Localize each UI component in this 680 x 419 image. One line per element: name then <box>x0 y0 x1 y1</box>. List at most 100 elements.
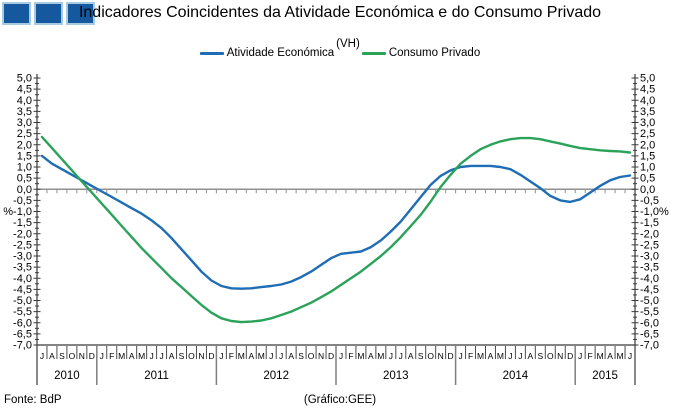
chart-subtitle: (VH) <box>336 38 360 50</box>
left-y-tick-label: 2,0 <box>17 139 32 151</box>
right-y-tick-label: -6,0 <box>640 317 659 329</box>
right-y-tick-label: 4,5 <box>640 84 655 96</box>
year-label: 2013 <box>383 370 409 382</box>
month-tick-label: F <box>348 351 353 361</box>
month-tick-label: M <box>258 351 265 361</box>
month-tick-label: J <box>40 351 44 361</box>
right-y-tick-label: 2,5 <box>640 128 655 140</box>
month-tick-label: S <box>179 351 185 361</box>
left-y-tick-label: 4,0 <box>17 95 32 107</box>
left-y-tick-label: 0,0 <box>17 184 32 196</box>
right-y-tick-label: -6,5 <box>640 328 659 340</box>
month-tick-label: M <box>617 351 624 361</box>
month-tick-label: N <box>198 351 204 361</box>
month-tick-label: O <box>188 351 195 361</box>
left-y-tick-label: -4,5 <box>13 284 32 296</box>
right-y-tick-label: -1,5 <box>640 217 659 229</box>
left-y-tick-label: -3,0 <box>13 251 32 263</box>
logo-square <box>34 2 63 25</box>
month-tick-label: J <box>219 351 223 361</box>
right-y-tick-label: -4,5 <box>640 284 659 296</box>
month-tick-label: O <box>547 351 554 361</box>
month-tick-label: M <box>597 351 604 361</box>
left-y-tick-label: -2,0 <box>13 228 32 240</box>
left-y-tick-label: -3,5 <box>13 262 32 274</box>
month-tick-label: F <box>588 351 593 361</box>
year-label: 2010 <box>54 370 80 382</box>
month-tick-label: A <box>528 351 534 361</box>
right-y-tick-label: 3,0 <box>640 117 655 129</box>
left-y-tick-label: 0,5 <box>17 173 32 185</box>
right-y-tick-label: 1,0 <box>640 162 655 174</box>
month-tick-label: F <box>109 351 114 361</box>
right-y-tick-label: -4,0 <box>640 273 659 285</box>
right-y-tick-label: 1,5 <box>640 150 655 162</box>
right-y-tick-label: -7,0 <box>640 340 659 352</box>
month-tick-label: N <box>438 351 444 361</box>
month-tick-label: O <box>308 351 315 361</box>
left-y-tick-label: 3,5 <box>17 106 32 118</box>
left-y-tick-label: 1,5 <box>17 150 32 162</box>
legend: Atividade Económica (VH) Consumo Privado <box>0 38 680 59</box>
month-tick-label: J <box>269 351 273 361</box>
month-tick-label: J <box>508 351 512 361</box>
month-tick-label: J <box>399 351 403 361</box>
left-y-tick-label: -6,5 <box>13 328 32 340</box>
right-y-tick-label: -5,5 <box>640 306 659 318</box>
right-y-tick-label: -2,5 <box>640 239 659 251</box>
month-tick-label: S <box>537 351 543 361</box>
right-y-tick-label: 0,0 <box>640 184 655 196</box>
month-tick-label: A <box>129 351 135 361</box>
month-tick-label: M <box>238 351 245 361</box>
month-tick-label: J <box>518 351 522 361</box>
left-y-tick-label: -7,0 <box>13 340 32 352</box>
month-tick-label: J <box>389 351 393 361</box>
left-y-tick-label: 5,0 <box>17 73 32 85</box>
credit-note: (Gráfico:GEE) <box>303 394 377 406</box>
year-label: 2012 <box>263 370 289 382</box>
month-tick-label: S <box>418 351 424 361</box>
month-tick-label: M <box>497 351 504 361</box>
month-tick-label: D <box>567 351 573 361</box>
month-tick-label: N <box>557 351 563 361</box>
month-tick-label: A <box>169 351 175 361</box>
left-y-tick-label: -4,0 <box>13 273 32 285</box>
month-tick-label: M <box>118 351 125 361</box>
month-tick-label: A <box>607 351 613 361</box>
left-y-tick-label: -6,0 <box>13 317 32 329</box>
logo-square <box>66 2 95 25</box>
atividade-econ-mica-line <box>40 154 632 290</box>
left-y-tick-label: 1,0 <box>17 162 32 174</box>
consumo-privado-line <box>40 135 632 324</box>
month-tick-label: O <box>69 351 76 361</box>
right-y-tick-label: -3,0 <box>640 251 659 263</box>
month-tick-label: A <box>488 351 494 361</box>
right-y-tick-label: 5,0 <box>640 73 655 85</box>
month-tick-label: S <box>298 351 304 361</box>
left-y-tick-label: 2,5 <box>17 128 32 140</box>
legend-swatch-atividade-economica <box>199 51 224 55</box>
month-tick-label: D <box>328 351 334 361</box>
month-tick-label: D <box>89 351 95 361</box>
month-tick-label: A <box>288 351 294 361</box>
right-y-tick-label: -3,5 <box>640 262 659 274</box>
month-tick-label: M <box>477 351 484 361</box>
month-tick-label: A <box>408 351 414 361</box>
month-tick-label: J <box>458 351 462 361</box>
month-tick-label: J <box>149 351 153 361</box>
right-y-tick-label: -0,5 <box>640 195 659 207</box>
left-y-tick-label: 3,0 <box>17 117 32 129</box>
month-tick-label: O <box>427 351 434 361</box>
month-tick-label: M <box>357 351 364 361</box>
left-y-tick-label: -5,0 <box>13 295 32 307</box>
chart-title: Indicadores Coincidentes da Atividade Ec… <box>78 4 602 21</box>
year-label: 2015 <box>592 370 618 382</box>
left-y-tick-label: %-1,0 <box>3 206 32 218</box>
legend-label-atividade-economica: Atividade Económica <box>226 47 335 59</box>
month-tick-label: N <box>318 351 324 361</box>
month-tick-label: F <box>468 351 473 361</box>
month-tick-label: N <box>79 351 85 361</box>
year-label: 2014 <box>503 370 529 382</box>
left-y-tick-label: -5,5 <box>13 306 32 318</box>
